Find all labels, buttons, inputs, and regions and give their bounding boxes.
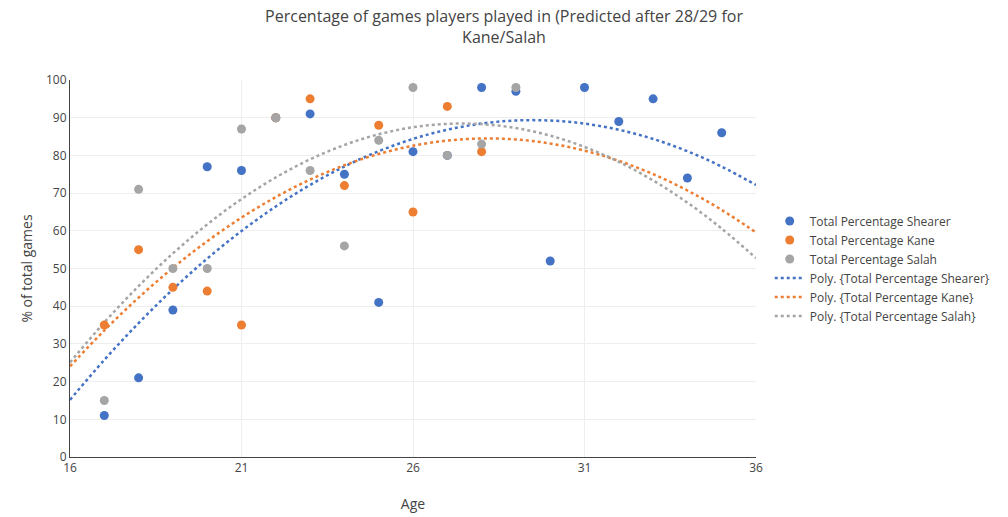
svg-text:Total Percentage Kane: Total Percentage Kane [810, 232, 935, 249]
svg-text:Poly. {Total Percentage Sheare: Poly. {Total Percentage Shearer} [810, 270, 990, 287]
svg-text:50: 50 [53, 260, 67, 277]
svg-text:Total Percentage Shearer: Total Percentage Shearer [810, 213, 951, 230]
svg-text:40: 40 [53, 297, 67, 314]
svg-text:31: 31 [578, 459, 592, 476]
svg-text:Poly. {Total Percentage Salah}: Poly. {Total Percentage Salah} [810, 308, 976, 325]
svg-text:26: 26 [406, 459, 420, 476]
svg-text:20: 20 [53, 373, 67, 390]
svg-text:Percentage of games players pl: Percentage of games players played in (P… [265, 5, 743, 48]
svg-text:10: 10 [53, 411, 67, 428]
svg-text:30: 30 [53, 335, 67, 352]
svg-text:90: 90 [53, 109, 67, 126]
svg-text:21: 21 [235, 459, 249, 476]
svg-text:60: 60 [53, 222, 67, 239]
svg-text:16: 16 [63, 459, 77, 476]
svg-text:70: 70 [53, 184, 67, 201]
svg-text:80: 80 [53, 147, 67, 164]
svg-text:Poly. {Total Percentage Kane}: Poly. {Total Percentage Kane} [810, 289, 974, 306]
svg-text:100: 100 [46, 71, 67, 88]
svg-text:36: 36 [749, 459, 763, 476]
svg-text:Total Percentage Salah: Total Percentage Salah [810, 251, 937, 268]
svg-text:% of total games: % of total games [17, 214, 36, 323]
svg-text:0: 0 [60, 448, 67, 465]
svg-text:Age: Age [401, 494, 425, 513]
